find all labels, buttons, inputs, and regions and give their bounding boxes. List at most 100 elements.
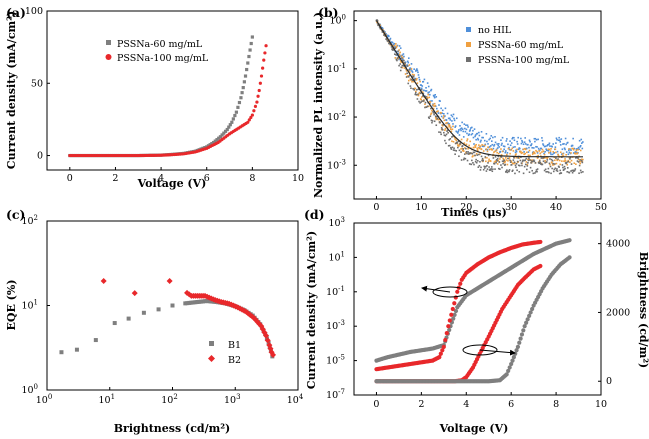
panel-b-point-0 (572, 152, 575, 154)
panel-d-point-1 (449, 312, 454, 317)
legend-marker-psnna-100-b (466, 57, 471, 62)
panel-b-point-2 (440, 126, 443, 129)
panel-b-point-0 (524, 143, 527, 145)
panel-b-point-0 (557, 139, 560, 142)
panel-b-point-0 (555, 142, 557, 144)
panel-b-point-2 (511, 170, 514, 172)
panel-c-xtick-label: 103 (224, 393, 241, 406)
panel-b-point-0 (416, 68, 418, 70)
panel-b-point-2 (509, 159, 511, 162)
panel-b-point-0 (559, 144, 562, 146)
panel-b-point-1 (418, 91, 421, 94)
panel-d-point-3 (524, 320, 529, 325)
panel-b-point-0 (533, 137, 536, 140)
panel-a-point-1 (258, 81, 262, 85)
panel-b-point-2 (494, 168, 496, 170)
panel-b-point-2 (548, 162, 551, 165)
panel-b-point-1 (549, 163, 551, 166)
panel-b-point-1 (410, 68, 413, 70)
panel-b-point-0 (428, 91, 431, 93)
panel-b-point-1 (460, 148, 462, 150)
panel-b-point-2 (411, 79, 414, 82)
panel-a-point-1 (246, 120, 250, 124)
panel-b-point-0 (527, 151, 530, 153)
panel-a-point-1 (249, 115, 253, 120)
panel-b-point-2 (519, 159, 522, 162)
panel-a-point-0 (234, 110, 238, 114)
panel-b-point-1 (546, 157, 549, 160)
panel-a-point-0 (228, 123, 232, 127)
panel-b-point-2 (466, 159, 469, 162)
panel-b-point-1 (475, 152, 478, 155)
panel-b-point-2 (540, 163, 542, 165)
panel-b-point-2 (530, 160, 533, 162)
panel-d-point-3 (506, 368, 511, 374)
panel-b-point-1 (394, 57, 397, 59)
panel-b-point-0 (482, 136, 484, 139)
panel-b-point-1 (446, 126, 449, 129)
panel-b-point-1 (562, 155, 565, 157)
panel-b-point-0 (556, 150, 559, 153)
panel-b-point-0 (426, 82, 429, 84)
panel-b-point-1 (577, 158, 580, 161)
panel-b-point-2 (473, 163, 475, 166)
panel-a-point-0 (236, 105, 240, 109)
panel-b-point-2 (430, 107, 432, 110)
panel-b-point-1 (562, 152, 564, 155)
panel-b-point-1 (520, 150, 522, 153)
panel-b-point-1 (528, 158, 530, 161)
panel-b-point-0 (436, 107, 438, 110)
panel-b-point-1 (542, 150, 545, 153)
panel-b-point-2 (401, 64, 404, 67)
legend-label-no-hil: no HIL (478, 25, 512, 36)
panel-b-point-0 (422, 80, 425, 83)
panel-d-ytick-left-label: 101 (328, 250, 345, 263)
panel-b-point-1 (567, 159, 570, 162)
panel-b-point-2 (410, 87, 412, 89)
panel-b-point-2 (542, 160, 545, 163)
panel-b-point-0 (506, 138, 508, 140)
panel-b-point-0 (409, 67, 412, 69)
panel-d-ylabel-right: Brightness (cd/m²) (637, 252, 649, 369)
panel-b-point-1 (404, 73, 407, 75)
annotation-ellipse-right (462, 344, 498, 356)
panel-b-point-2 (562, 166, 564, 169)
panel-b-point-2 (454, 153, 456, 156)
panel-b-point-0 (548, 142, 551, 145)
panel-b-point-2 (467, 151, 469, 153)
panel-b-point-1 (511, 162, 514, 165)
panel-b-point-2 (394, 47, 397, 50)
panel-b-point-2 (478, 153, 480, 156)
panel-b-point-0 (511, 137, 514, 140)
panel-b-point-1 (504, 157, 507, 159)
panel-b-point-2 (452, 149, 455, 151)
panel-b-point-2 (581, 161, 584, 164)
panel-b-point-2 (557, 158, 559, 160)
panel-b-point-2 (488, 166, 490, 168)
panel-b-point-0 (492, 147, 495, 150)
panel-b-point-2 (576, 160, 579, 162)
panel-b-point-1 (549, 150, 552, 152)
panel-b-point-0 (423, 78, 426, 81)
panel-b-point-1 (570, 152, 572, 154)
panel-b-ytick-label: 100 (329, 14, 346, 27)
panel-d-xlabel: Voltage (V) (439, 422, 509, 435)
panel-b-point-2 (450, 148, 453, 150)
panel-b-point-0 (460, 127, 463, 129)
panel-b-point-1 (455, 139, 458, 142)
panel-b-point-0 (452, 113, 455, 116)
panel-b-point-1 (531, 159, 533, 161)
panel-b-point-2 (526, 168, 528, 171)
panel-b-point-0 (553, 152, 556, 154)
panel-b-point-1 (409, 78, 412, 80)
panel-b-point-1 (409, 71, 411, 73)
panel-b-point-0 (469, 129, 472, 131)
panel-b-point-0 (461, 121, 463, 124)
panel-b-point-0 (509, 144, 512, 147)
panel-b-point-0 (441, 112, 444, 115)
panel-b-point-1 (464, 147, 466, 149)
panel-b-point-1 (570, 159, 573, 162)
panel-b-point-1 (451, 128, 454, 131)
panel-b-point-2 (419, 102, 421, 104)
panel-d-point-3 (517, 340, 522, 345)
